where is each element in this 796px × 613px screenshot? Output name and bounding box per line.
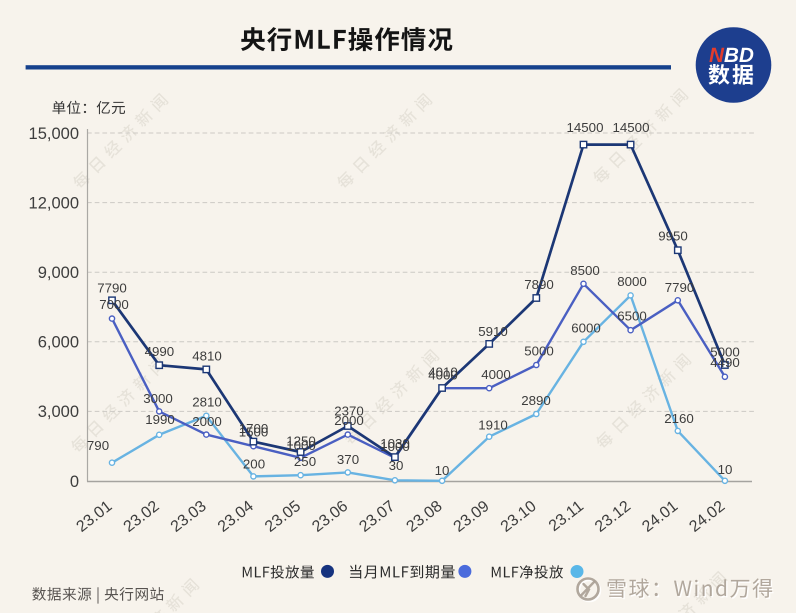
svg-text:9950: 9950 xyxy=(658,228,688,243)
svg-text:1500: 1500 xyxy=(239,424,269,439)
svg-text:10: 10 xyxy=(718,462,733,477)
svg-text:7790: 7790 xyxy=(665,280,695,295)
svg-text:1000: 1000 xyxy=(380,439,410,454)
svg-text:12,000: 12,000 xyxy=(29,194,79,212)
svg-text:250: 250 xyxy=(294,454,316,469)
svg-text:8500: 8500 xyxy=(570,263,600,278)
svg-text:5000: 5000 xyxy=(524,343,554,358)
svg-text:2890: 2890 xyxy=(521,393,551,408)
svg-text:4000: 4000 xyxy=(481,367,511,382)
svg-text:1030: 1030 xyxy=(380,436,410,451)
svg-text:4490: 4490 xyxy=(710,355,740,370)
svg-text:7890: 7890 xyxy=(524,277,554,292)
svg-text:1700: 1700 xyxy=(239,421,269,436)
svg-text:7000: 7000 xyxy=(99,297,129,312)
svg-text:2000: 2000 xyxy=(334,413,364,428)
svg-text:14500: 14500 xyxy=(613,120,650,135)
svg-text:5910: 5910 xyxy=(478,324,508,339)
svg-text:370: 370 xyxy=(337,452,359,467)
svg-text:2160: 2160 xyxy=(664,411,694,426)
svg-text:4010: 4010 xyxy=(428,364,458,379)
svg-text:2810: 2810 xyxy=(192,394,222,409)
svg-text:10: 10 xyxy=(435,463,450,478)
svg-text:4990: 4990 xyxy=(145,344,175,359)
svg-text:4810: 4810 xyxy=(192,349,222,364)
svg-text:6000: 6000 xyxy=(571,320,601,335)
svg-text:3,000: 3,000 xyxy=(38,403,79,421)
svg-text:14500: 14500 xyxy=(567,120,604,135)
svg-text:8000: 8000 xyxy=(617,274,647,289)
svg-text:1250: 1250 xyxy=(286,433,316,448)
svg-text:7790: 7790 xyxy=(97,280,127,295)
svg-text:30: 30 xyxy=(389,458,404,473)
svg-text:2000: 2000 xyxy=(192,414,222,429)
svg-text:6500: 6500 xyxy=(617,308,647,323)
svg-text:1000: 1000 xyxy=(286,438,316,453)
svg-text:790: 790 xyxy=(87,438,109,453)
svg-text:1910: 1910 xyxy=(478,417,508,432)
svg-text:9,000: 9,000 xyxy=(38,264,79,282)
svg-text:6,000: 6,000 xyxy=(38,334,79,352)
svg-text:4000: 4000 xyxy=(428,367,458,382)
svg-text:1990: 1990 xyxy=(145,412,175,427)
svg-text:2370: 2370 xyxy=(334,403,364,418)
svg-text:5000: 5000 xyxy=(710,344,740,359)
svg-text:3000: 3000 xyxy=(143,391,173,406)
svg-text:15,000: 15,000 xyxy=(29,125,79,143)
svg-text:0: 0 xyxy=(70,473,79,491)
svg-text:200: 200 xyxy=(243,456,265,471)
